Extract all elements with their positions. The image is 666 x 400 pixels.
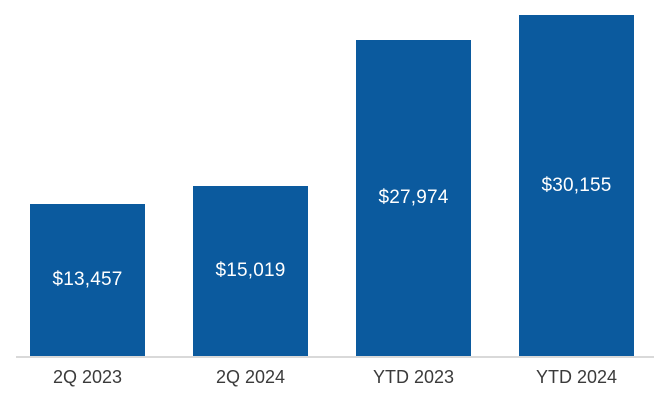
bar-value-label: $15,019 xyxy=(215,260,286,281)
bar-column-ytd-2024: $30,155 YTD 2024 xyxy=(519,0,634,400)
x-axis-line xyxy=(16,356,654,358)
x-tick-label: 2Q 2024 xyxy=(215,366,286,387)
x-tick-label: YTD 2023 xyxy=(372,366,455,387)
bar-column-ytd-2023: $27,974 YTD 2023 xyxy=(356,0,471,400)
bar-value-label: $13,457 xyxy=(52,269,123,290)
bar-area: $27,974 xyxy=(356,0,471,356)
bar-ytd-2023: $27,974 xyxy=(356,40,471,356)
bar-ytd-2024: $30,155 xyxy=(519,15,634,356)
bar-column-2q-2024: $15,019 2Q 2024 xyxy=(193,0,308,400)
x-tick-label: YTD 2024 xyxy=(535,366,618,387)
bar-2q-2024: $15,019 xyxy=(193,186,308,356)
plot-area: $13,457 2Q 2023 $15,019 2Q 2024 $27,974 YTD 2… xyxy=(30,0,634,400)
x-tick-label: 2Q 2023 xyxy=(52,366,123,387)
bar-area: $15,019 xyxy=(193,0,308,356)
bar-column-2q-2023: $13,457 2Q 2023 xyxy=(30,0,145,400)
bar-value-label: $30,155 xyxy=(541,174,612,196)
bar-value-label: $27,974 xyxy=(378,187,449,208)
bar-area: $13,457 xyxy=(30,0,145,356)
bar-area: $30,155 xyxy=(519,0,634,356)
bar-2q-2023: $13,457 xyxy=(30,204,145,356)
